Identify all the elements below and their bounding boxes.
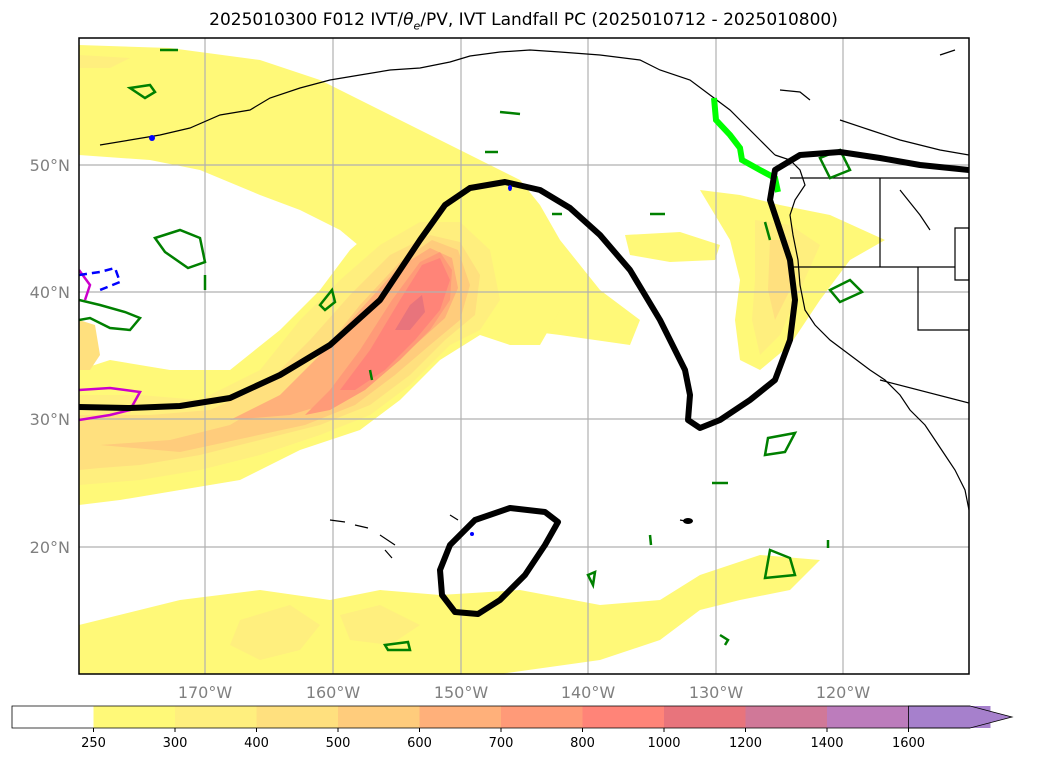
- lon-label: 170°W: [178, 683, 233, 702]
- pv-contour: [763, 221, 772, 241]
- pv-contour: [763, 548, 797, 580]
- lon-labels: 170°W 160°W 150°W 140°W 130°W 120°W: [178, 683, 871, 702]
- colorbar-segment: [175, 706, 257, 728]
- title-theta: θ: [403, 10, 414, 30]
- pv-contour: [79, 298, 143, 332]
- small-markers: [149, 135, 693, 536]
- pv-contour: [382, 640, 412, 652]
- colorbar-tick-label: 800: [570, 736, 595, 751]
- pv-contour: [828, 278, 865, 304]
- colorbar-frame: [11, 705, 970, 729]
- colorbar-tick-label: 600: [407, 736, 432, 751]
- pv-contour: [499, 110, 521, 116]
- ivt-band-south-inner2: [340, 605, 420, 645]
- lat-label: 50°N: [30, 156, 70, 175]
- lat-label: 20°N: [30, 538, 70, 557]
- colorbar-segment: [501, 706, 583, 728]
- colorbar-tick-label: 300: [163, 736, 188, 751]
- pv-contour: [368, 369, 374, 381]
- colorbar-tick-label: 400: [244, 736, 269, 751]
- colorbar-segment: [338, 706, 420, 728]
- pv-contour: [763, 431, 798, 457]
- map-title: 2025010300 F012 IVT/θe/PV, IVT Landfall …: [0, 10, 1047, 32]
- plot-frame: [78, 37, 970, 675]
- ivt-left-edge-blob: [79, 320, 100, 370]
- pc-contour-south: [437, 505, 561, 617]
- colorbar-segment: [12, 706, 94, 728]
- pv-contour: [126, 83, 157, 100]
- colorbar-tick-label: 500: [326, 736, 351, 751]
- lon-label: 150°W: [434, 683, 489, 702]
- colorbar-tick-label: 1600: [892, 736, 925, 751]
- colorbar-segment: [582, 706, 665, 728]
- ivt-plume-800: [340, 258, 450, 390]
- pv-contour: [318, 287, 337, 312]
- colorbar-segment: [745, 706, 828, 728]
- pv-contour: [586, 569, 597, 590]
- lon-label: 120°W: [816, 683, 871, 702]
- ivt-coast-plume-core: [768, 240, 790, 320]
- colorbar-tick-label: 250: [81, 736, 106, 751]
- pv-contour: [719, 633, 730, 646]
- coastlines: [99, 49, 969, 559]
- ivt-plume-core: [395, 295, 425, 330]
- colorbar-tick-label: 1400: [810, 736, 843, 751]
- lat-labels: 50°N 40°N 30°N 20°N: [30, 156, 70, 557]
- magenta-contour: [79, 386, 142, 422]
- dashed-contour: [79, 266, 122, 292]
- lon-label: 140°W: [561, 683, 616, 702]
- colorbar-segment: [256, 706, 339, 728]
- colorbar: 250 300 400 500 600 700 800 1000 1200 1400 1600: [11, 705, 1014, 751]
- ivt-band-south-inner: [230, 605, 320, 660]
- ivt-blob-mid: [625, 232, 720, 262]
- pv-contour: [152, 228, 207, 270]
- colorbar-tick-label: 1200: [729, 736, 762, 751]
- gridlines: [79, 38, 969, 674]
- title-theta-sub: e: [413, 19, 421, 33]
- colorbar-tick-label: 700: [489, 736, 514, 751]
- lat-label: 30°N: [30, 410, 70, 429]
- pv-contour: [648, 534, 653, 546]
- lon-label: 130°W: [689, 683, 744, 702]
- pc-contours: [79, 149, 969, 617]
- colorbar-extend-arrow: [908, 705, 1014, 729]
- colorbar-tick-label: 1000: [647, 736, 680, 751]
- title-rest: /PV, IVT Landfall PC (2025010712 - 20250…: [420, 10, 838, 30]
- colorbar-segment: [93, 706, 176, 728]
- lat-label: 40°N: [30, 283, 70, 302]
- colorbar-segment: [664, 706, 746, 728]
- pc-contour-main: [79, 149, 969, 431]
- colorbar-segment: [827, 706, 909, 728]
- title-init: 2025010300 F012 IVT/: [209, 10, 404, 30]
- colorbar-segment: [419, 706, 502, 728]
- left-edge-contours: [79, 266, 142, 422]
- ivt-top-left-strip: [79, 55, 130, 68]
- lon-label: 160°W: [306, 683, 361, 702]
